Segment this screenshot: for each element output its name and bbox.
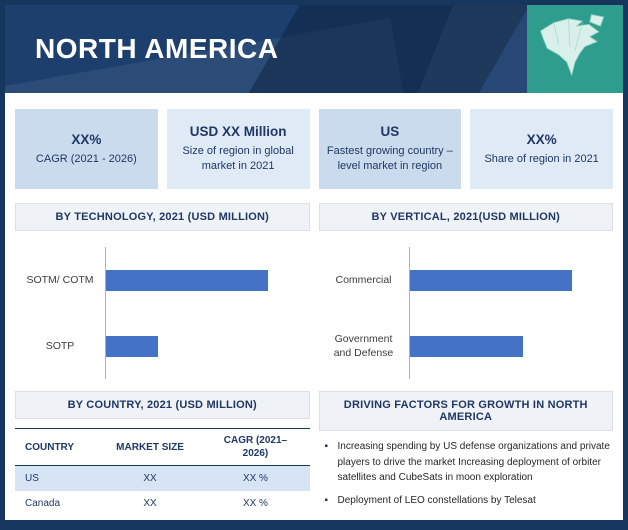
- bar-track: [105, 247, 298, 313]
- stat-card-market-size: USD XX Million Size of region in global …: [166, 109, 310, 189]
- table-row-canada: Canada XX XX %: [15, 491, 310, 516]
- category-label: SOTP: [45, 339, 75, 352]
- cell-country: US: [15, 465, 99, 491]
- bar-track: [408, 313, 602, 379]
- stat-label: CAGR (2021 - 2026): [35, 152, 137, 165]
- driving-factors-panel: DRIVING FACTORS FOR GROWTH IN NORTH AMER…: [318, 391, 614, 515]
- cell-country: Canada: [15, 491, 99, 516]
- bar-track: [408, 247, 602, 313]
- stat-card-region-share: XX% Share of region in 2021: [470, 109, 613, 189]
- stat-card-cagr: XX% CAGR (2021 - 2026): [15, 109, 158, 189]
- chart-row: SOTM/ COTM: [15, 247, 298, 313]
- country-table-title: BY COUNTRY, 2021 (USD MILLION): [15, 391, 310, 419]
- bar-track: [105, 313, 298, 379]
- technology-chart-panel: BY TECHNOLOGY, 2021 (USD MILLION) SOTM/ …: [15, 203, 310, 383]
- bar-government-defense: [409, 335, 524, 357]
- cell-market-size: XX: [98, 491, 202, 516]
- vertical-bar-chart: Commercial Government and Defense: [319, 231, 614, 383]
- driving-factors-list: Increasing spending by US defense organi…: [319, 439, 614, 508]
- chart-row: SOTP: [15, 313, 298, 379]
- cell-market-size: XX: [98, 465, 202, 491]
- stats-row: XX% CAGR (2021 - 2026) USD XX Million Si…: [15, 109, 613, 189]
- technology-chart-title: BY TECHNOLOGY, 2021 (USD MILLION): [15, 203, 310, 231]
- col-header-cagr: CAGR (2021–2026): [201, 428, 310, 466]
- technology-bar-chart: SOTM/ COTM SOTP: [15, 231, 310, 383]
- vertical-chart-panel: BY VERTICAL, 2021(USD MILLION) Commercia…: [318, 203, 614, 383]
- country-panel: BY COUNTRY, 2021 (USD MILLION) COUNTRY M…: [15, 391, 310, 516]
- bar-sotp: [106, 335, 158, 357]
- stat-label: Size of region in global market in 2021: [182, 145, 294, 172]
- vertical-chart-title: BY VERTICAL, 2021(USD MILLION): [318, 203, 613, 231]
- header-banner: NORTH AMERICA: [5, 5, 623, 93]
- stat-card-fastest-country: US Fastest growing country – level marke…: [318, 109, 462, 189]
- chart-row: Commercial: [319, 247, 602, 313]
- stat-label: Fastest growing country – level market i…: [326, 145, 453, 172]
- chart-row: Government and Defense: [319, 313, 602, 379]
- stat-value: XX%: [526, 131, 557, 147]
- driving-factor-item: Increasing spending by US defense organi…: [325, 439, 612, 486]
- bar-sotm-cotm: [106, 269, 269, 291]
- driving-factor-item: Deployment of LEO constellations by Tele…: [325, 493, 612, 509]
- stat-value: XX%: [71, 131, 102, 147]
- cell-cagr: XX %: [201, 491, 310, 516]
- stat-value: USD XX Million: [189, 124, 287, 140]
- bar-commercial: [409, 269, 572, 291]
- stat-label: Share of region in 2021: [484, 152, 599, 165]
- charts-row: BY TECHNOLOGY, 2021 (USD MILLION) SOTM/ …: [15, 203, 613, 383]
- table-row-us: US XX XX %: [15, 465, 310, 491]
- north-america-map-icon: [527, 5, 623, 93]
- bottom-row: BY COUNTRY, 2021 (USD MILLION) COUNTRY M…: [15, 391, 613, 516]
- country-table: COUNTRY MARKET SIZE CAGR (2021–2026) US …: [15, 428, 310, 516]
- category-label: Commercial: [335, 273, 392, 286]
- col-header-country: COUNTRY: [15, 428, 99, 466]
- col-header-cagr-text: CAGR (2021–2026): [223, 435, 288, 459]
- driving-factors-title: DRIVING FACTORS FOR GROWTH IN NORTH AMER…: [318, 391, 613, 431]
- category-label: Government and Defense: [333, 332, 394, 359]
- stat-value: US: [380, 124, 400, 140]
- page-title: NORTH AMERICA: [35, 33, 279, 64]
- col-header-market-size: MARKET SIZE: [98, 428, 202, 466]
- cell-cagr: XX %: [201, 465, 310, 491]
- category-label: SOTM/ COTM: [26, 273, 94, 286]
- table-header-row: COUNTRY MARKET SIZE CAGR (2021–2026): [15, 428, 310, 466]
